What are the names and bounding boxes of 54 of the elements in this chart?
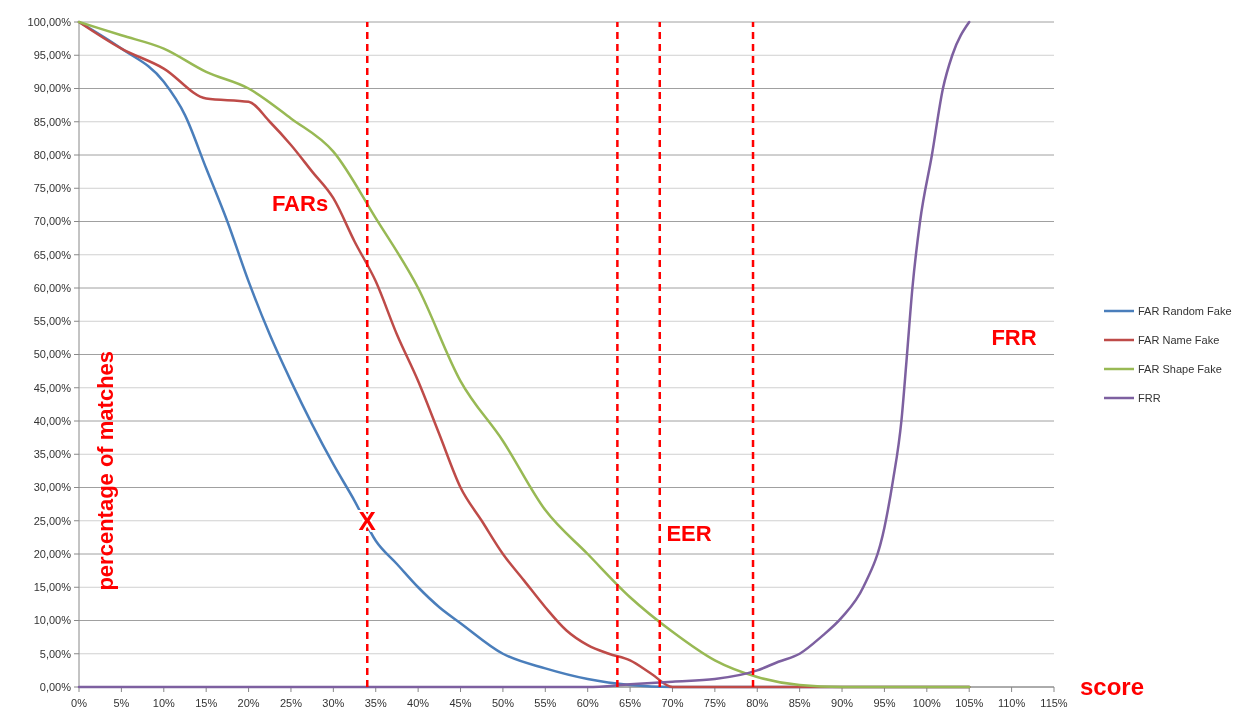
legend-label: FRR	[1138, 391, 1161, 404]
x-tick-label: 55%	[534, 697, 557, 709]
legend-label: FAR Name Fake	[1138, 333, 1220, 346]
y-axis-title: percentage of matches	[93, 350, 118, 591]
y-tick-label: 100,00%	[27, 15, 72, 28]
y-tick-label: 25,00%	[33, 514, 72, 527]
y-tick-label: 0,00%	[39, 680, 72, 693]
y-tick-label: 60,00%	[33, 281, 72, 294]
y-tick-label: 15,00%	[33, 581, 72, 594]
x-tick-label: 25%	[279, 697, 303, 709]
x-tick-label: 30%	[322, 697, 345, 709]
x-tick-label: 85%	[788, 697, 811, 709]
x-tick-label: 10%	[152, 697, 175, 709]
x-tick-label: 20%	[237, 697, 260, 709]
legend-label: FAR Shape Fake	[1138, 362, 1222, 375]
x-tick-label: 5%	[113, 697, 130, 709]
y-tick-label: 35,00%	[33, 448, 72, 461]
y-tick-label: 75,00%	[33, 182, 72, 195]
x-tick-label: 40%	[407, 697, 430, 709]
x-tick-label: 95%	[873, 697, 896, 709]
y-tick-label: 10,00%	[33, 614, 72, 627]
legend-label: FAR Random Fake	[1138, 304, 1232, 317]
x-tick-label: 80%	[746, 697, 769, 709]
x-tick-label: 15%	[195, 697, 218, 709]
y-tick-label: 20,00%	[33, 547, 72, 560]
x-tick-label: 45%	[449, 697, 472, 709]
y-tick-label: 85,00%	[33, 115, 72, 128]
x-tick-label: 100%	[912, 697, 942, 709]
x-tick-label: 35%	[364, 697, 387, 709]
x-axis-title: score	[1080, 673, 1145, 700]
annotation: EER	[666, 520, 712, 546]
y-tick-label: 70,00%	[33, 215, 72, 228]
x-tick-label: 110%	[997, 697, 1026, 709]
x-tick-label: 90%	[831, 697, 854, 709]
y-tick-label: 50,00%	[33, 348, 72, 361]
x-tick-label: 0%	[71, 697, 88, 709]
x-tick-label: 115%	[1040, 697, 1068, 709]
annotation: FRR	[991, 324, 1037, 350]
y-tick-label: 5,00%	[39, 647, 72, 660]
x-tick-label: 70%	[661, 697, 684, 709]
y-tick-label: 45,00%	[33, 381, 72, 394]
annotation: FARs	[271, 190, 329, 216]
x-tick-label: 75%	[703, 697, 727, 709]
x-tick-label: 65%	[619, 697, 642, 709]
x-tick-label: 105%	[955, 697, 984, 709]
y-tick-label: 90,00%	[33, 82, 72, 95]
y-tick-label: 40,00%	[33, 414, 72, 427]
y-tick-label: 80,00%	[33, 148, 72, 161]
x-tick-label: 60%	[576, 697, 599, 709]
y-tick-label: 65,00%	[33, 248, 72, 261]
y-tick-label: 55,00%	[33, 315, 72, 328]
y-tick-label: 95,00%	[33, 49, 72, 62]
x-tick-label: 50%	[491, 697, 515, 709]
y-tick-label: 30,00%	[33, 481, 72, 494]
